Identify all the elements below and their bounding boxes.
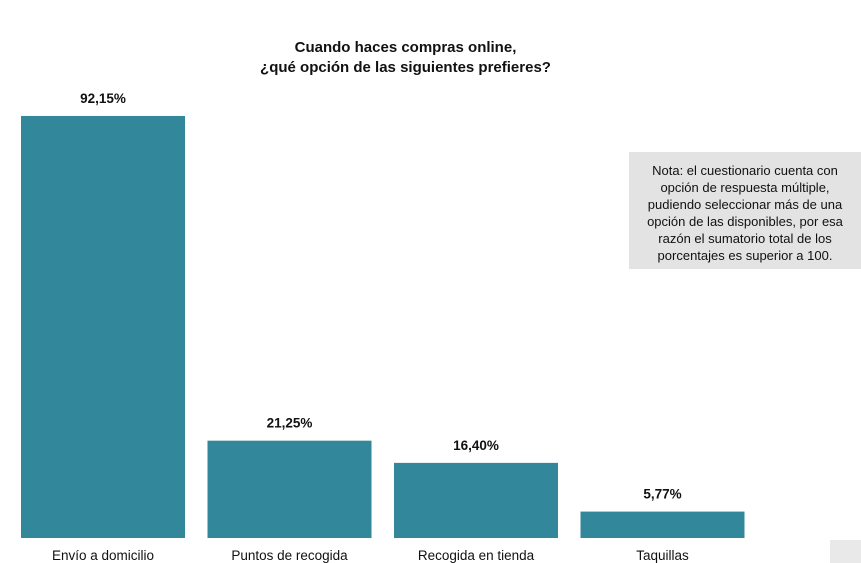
bar-value-label: 21,25% [267,416,313,431]
bar-value-label: 92,15% [80,91,126,106]
bar [21,115,185,538]
bar-value-label: 5,77% [643,487,681,502]
bar [394,462,558,538]
chart-title: Cuando haces compras online, ¿qué opción… [260,39,551,76]
labels-group: 92,15% Envío a domicilio 21,25% Puntos de r… [52,91,689,563]
note-box: Nota: el cuestionario cuenta con opción … [629,152,861,269]
corner-watermark [830,540,861,563]
category-label: Envío a domicilio [52,548,154,563]
category-label: Recogida en tienda [418,548,535,563]
bar [207,440,372,538]
bar [580,511,745,538]
category-label: Taquillas [636,548,689,563]
bars-group [21,115,745,538]
category-label: Puntos de recogida [231,548,348,563]
note-text: Nota: el cuestionario cuenta con opción … [647,163,843,263]
bar-value-label: 16,40% [453,438,499,453]
